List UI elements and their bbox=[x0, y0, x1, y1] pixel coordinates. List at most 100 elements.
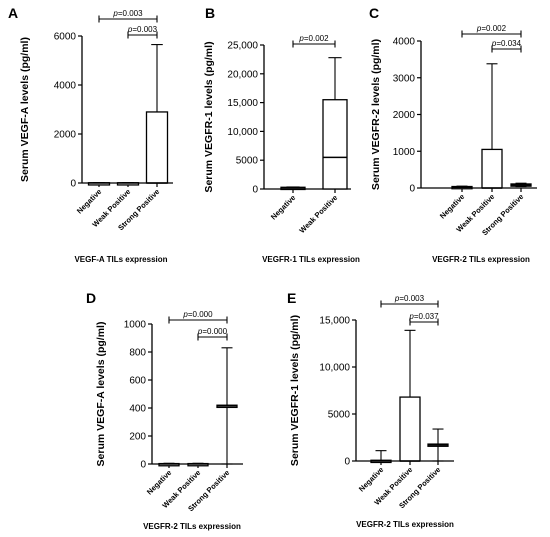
panel-a: A Serum VEGF-A levels (pg/ml) 0 2000 4000 600… bbox=[8, 5, 173, 264]
y-tick-label: 10,000 bbox=[319, 363, 350, 374]
box-2 bbox=[427, 428, 449, 462]
p-value-label: p=0.002 bbox=[298, 34, 329, 43]
box-body bbox=[322, 99, 348, 190]
box-body bbox=[145, 111, 169, 184]
p-value-text: =0.000 bbox=[202, 327, 227, 336]
x-axis-label: VEGFR-2 TILs expression bbox=[143, 522, 241, 531]
y-tick-label: 0 bbox=[344, 457, 350, 468]
y-tick-label: 0 bbox=[409, 184, 415, 195]
significance-bracket: p=0.000 bbox=[168, 310, 228, 324]
y-tick-label: 15,000 bbox=[227, 98, 258, 109]
box-0 bbox=[370, 450, 392, 464]
y-axis-label: Serum VEGFR-1 levels (pg/ml) bbox=[203, 41, 215, 192]
y-tick-label: 3000 bbox=[393, 73, 416, 84]
p-value-text: =0.000 bbox=[188, 310, 213, 319]
box-body bbox=[481, 148, 503, 189]
p-value-text: =0.003 bbox=[132, 25, 157, 34]
box-2 bbox=[216, 347, 238, 465]
box-2 bbox=[510, 182, 532, 188]
panel-letter: E bbox=[287, 290, 296, 306]
y-tick-label: 25,000 bbox=[227, 41, 258, 52]
significance-bracket: p=0.003 bbox=[127, 25, 158, 39]
p-value-text: =0.002 bbox=[481, 24, 506, 33]
y-tick-label: 4000 bbox=[393, 37, 416, 48]
p-value-label: p=0.002 bbox=[476, 24, 507, 33]
y-tick-label: 6000 bbox=[54, 32, 77, 43]
box-1 bbox=[116, 182, 140, 186]
x-axis-label: VEGFR-2 TILs expression bbox=[432, 255, 530, 264]
y-tick-label: 2000 bbox=[393, 110, 416, 121]
y-tick-label: 400 bbox=[129, 404, 146, 415]
category-label: Negative bbox=[75, 187, 103, 215]
significance-bracket: p=0.003 bbox=[98, 9, 158, 23]
panel-c: C Serum VEGFR-2 levels (pg/ml) 0 1000 2000 30… bbox=[369, 5, 537, 264]
p-value-symbol: p bbox=[112, 9, 118, 18]
panel-letter: B bbox=[205, 5, 215, 21]
box-1 bbox=[481, 63, 503, 189]
panel-e: E Serum VEGFR-1 levels (pg/ml) 0 5000 10,000… bbox=[287, 290, 454, 529]
category-label: Negative bbox=[357, 465, 385, 493]
y-tick-label: 10,000 bbox=[227, 127, 258, 138]
significance-bracket: p=0.034 bbox=[491, 39, 522, 53]
significance-bracket: p=0.002 bbox=[292, 34, 336, 48]
panel-letter: C bbox=[369, 5, 379, 21]
x-axis-label: VEGFR-2 TILs expression bbox=[356, 520, 454, 529]
y-axis-label: Serum VEGFR-2 levels (pg/ml) bbox=[370, 39, 382, 190]
p-value-text: =0.003 bbox=[118, 9, 143, 18]
y-tick-label: 5000 bbox=[328, 410, 351, 421]
p-value-text: =0.037 bbox=[414, 312, 439, 321]
panel-letter: A bbox=[8, 5, 18, 21]
y-tick-label: 0 bbox=[140, 460, 146, 471]
x-axis-label: VEGFR-1 TILs expression bbox=[262, 255, 360, 264]
category-label: Negative bbox=[269, 193, 297, 221]
y-tick-label: 1000 bbox=[393, 147, 416, 158]
y-tick-label: 0 bbox=[70, 179, 76, 190]
category-label: Negative bbox=[438, 192, 466, 220]
p-value-text: =0.002 bbox=[304, 34, 329, 43]
box-0 bbox=[87, 182, 111, 186]
p-value-label: p=0.037 bbox=[408, 312, 439, 321]
p-value-label: p=0.003 bbox=[127, 25, 158, 34]
significance-bracket: p=0.000 bbox=[197, 327, 228, 341]
y-tick-label: 200 bbox=[129, 432, 146, 443]
box-1 bbox=[322, 57, 348, 190]
category-label: Negative bbox=[145, 468, 173, 496]
p-value-symbol: p bbox=[476, 24, 482, 33]
p-value-label: p=0.000 bbox=[182, 310, 213, 319]
panel-letter: D bbox=[86, 290, 96, 306]
p-value-label: p=0.003 bbox=[394, 294, 425, 303]
p-value-symbol: p bbox=[298, 34, 304, 43]
y-tick-label: 800 bbox=[129, 348, 146, 359]
p-value-symbol: p bbox=[197, 327, 203, 336]
category-label: Weak Positive bbox=[297, 193, 339, 235]
p-value-label: p=0.000 bbox=[197, 327, 228, 336]
p-value-symbol: p bbox=[182, 310, 188, 319]
y-tick-label: 5000 bbox=[236, 156, 259, 167]
box-0 bbox=[158, 462, 180, 467]
panel-d: D Serum VEGF-A levels (pg/ml) 0 200 400 600 80… bbox=[86, 290, 243, 531]
y-axis-label: Serum VEGF-A levels (pg/ml) bbox=[19, 37, 31, 182]
box-0 bbox=[451, 185, 473, 190]
panel-b: B Serum VEGFR-1 levels (pg/ml) 0 5000 10,000… bbox=[203, 5, 360, 264]
significance-bracket: p=0.003 bbox=[380, 294, 439, 308]
y-tick-label: 15,000 bbox=[319, 316, 350, 327]
box-2 bbox=[145, 44, 169, 184]
y-tick-label: 20,000 bbox=[227, 69, 258, 80]
p-value-text: =0.034 bbox=[496, 39, 521, 48]
box-1 bbox=[399, 329, 421, 462]
p-value-text: =0.003 bbox=[399, 294, 424, 303]
significance-bracket: p=0.002 bbox=[461, 24, 522, 38]
box-body bbox=[399, 396, 421, 462]
p-value-symbol: p bbox=[408, 312, 414, 321]
box-0 bbox=[280, 186, 306, 191]
y-tick-label: 2000 bbox=[54, 130, 77, 141]
y-tick-label: 600 bbox=[129, 376, 146, 387]
x-axis-label: VEGF-A TILs expression bbox=[74, 255, 167, 264]
p-value-symbol: p bbox=[491, 39, 497, 48]
y-tick-label: 4000 bbox=[54, 81, 77, 92]
y-tick-label: 1000 bbox=[124, 320, 147, 331]
p-value-symbol: p bbox=[394, 294, 400, 303]
significance-bracket: p=0.037 bbox=[408, 312, 439, 326]
p-value-label: p=0.003 bbox=[112, 9, 143, 18]
